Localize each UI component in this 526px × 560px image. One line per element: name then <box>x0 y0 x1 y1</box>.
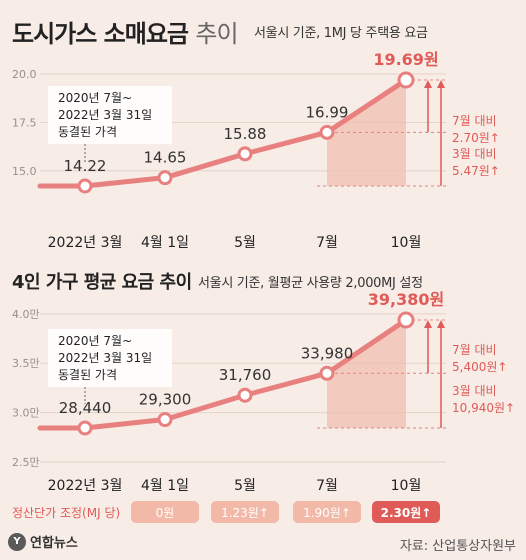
data-point <box>77 178 93 194</box>
data-point <box>77 420 93 436</box>
y-tick-label: 17.5 <box>12 116 37 129</box>
x-tick-label: 4월 1일 <box>141 478 189 494</box>
annotation-line: 7월 대비 <box>452 343 497 357</box>
x-tick-label: 4월 1일 <box>141 235 189 251</box>
chart2-subtitle: 서울시 기준, 월평균 사용량 2,000MJ 설정 <box>198 276 423 291</box>
x-tick-label: 5월 <box>234 235 256 251</box>
arrow-head <box>424 320 432 328</box>
chart2-title: 4인 가구 평균 요금 추이 <box>12 272 192 293</box>
note-line: 동결된 가격 <box>58 368 117 382</box>
data-point <box>237 387 253 403</box>
base-area <box>327 80 406 186</box>
y-tick-label: 20.0 <box>12 68 37 81</box>
y-tick-label: 3.5만 <box>12 357 40 370</box>
x-tick-label: 10월 <box>391 235 422 251</box>
data-point <box>237 146 253 162</box>
adjustment-pill <box>211 501 279 523</box>
data-label: 19.69원 <box>373 50 438 69</box>
note-line: 2022년 3월 31일 <box>58 108 152 122</box>
data-point <box>319 124 335 140</box>
arrow-head <box>424 80 432 88</box>
data-label: 14.22 <box>64 157 107 175</box>
x-tick-label: 7월 <box>316 235 338 251</box>
adjustment-pill <box>131 501 199 523</box>
annotation-line: 5,400원↑ <box>452 360 507 374</box>
annotation-line: 5.47원↑ <box>452 164 500 178</box>
chart1-subtitle: 서울시 기준, 1MJ 당 주택용 요금 <box>254 26 428 41</box>
data-label: 31,760 <box>219 366 272 384</box>
data-label: 16.99 <box>306 103 349 121</box>
base-area <box>327 320 406 428</box>
footer-logo: Y 연합뉴스 <box>8 532 78 551</box>
increase-area <box>327 320 406 428</box>
data-point <box>397 71 415 89</box>
title-light: 추이 <box>195 20 238 48</box>
note-line: 2020년 7월~ <box>58 91 132 105</box>
x-tick-label: 2022년 3월 <box>48 235 123 251</box>
y-tick-label: 2.5만 <box>12 456 40 469</box>
adjustment-value: 0원 <box>156 506 175 520</box>
data-label: 29,300 <box>139 391 192 409</box>
arrow-head <box>437 320 445 328</box>
y-tick-label: 4.0만 <box>12 308 40 321</box>
annotation-line: 3월 대비 <box>452 384 497 398</box>
x-tick-label: 7월 <box>316 478 338 494</box>
y-tick-label: 15.0 <box>12 165 37 178</box>
increase-area <box>327 80 406 186</box>
annotation-line: 10,940원↑ <box>452 401 515 415</box>
title-main: 도시가스 소매요금 <box>12 20 189 48</box>
annotation-line: 3월 대비 <box>452 147 497 161</box>
data-label: 39,380원 <box>368 290 444 309</box>
adjustment-value: 1.23원↑ <box>221 506 269 520</box>
data-label: 33,980 <box>301 344 354 362</box>
note-line: 2022년 3월 31일 <box>58 351 152 365</box>
annotation-line: 2.70원↑ <box>452 131 500 145</box>
annotation-line: 7월 대비 <box>452 114 497 128</box>
adjustment-label: 정산단가 조정(MJ 당) <box>12 506 120 520</box>
adjustment-value: 2.30원↑ <box>381 506 432 520</box>
data-point <box>319 365 335 381</box>
note-box <box>48 329 172 387</box>
y-tick-label: 3.0만 <box>12 407 40 420</box>
data-label: 28,440 <box>59 399 112 417</box>
source-text: 자료: 산업통상자원부 <box>399 539 516 554</box>
data-label: 15.88 <box>224 125 267 143</box>
adjustment-pill <box>293 501 361 523</box>
x-tick-label: 10월 <box>391 478 422 494</box>
logo-text: 연합뉴스 <box>30 536 78 551</box>
note-line: 동결된 가격 <box>58 125 117 139</box>
adjustment-pill <box>372 501 440 523</box>
data-point <box>157 412 173 428</box>
logo-icon: Y <box>8 532 26 551</box>
x-tick-label: 5월 <box>234 478 256 494</box>
chart1-title: 도시가스 소매요금 추이 <box>12 14 239 49</box>
adjustment-value: 1.90원↑ <box>303 506 351 520</box>
note-line: 2020년 7월~ <box>58 334 132 348</box>
data-label: 14.65 <box>144 149 187 167</box>
arrow-head <box>437 80 445 88</box>
data-point <box>397 311 415 329</box>
x-tick-label: 2022년 3월 <box>48 478 123 494</box>
note-box <box>48 86 172 144</box>
data-point <box>157 170 173 186</box>
